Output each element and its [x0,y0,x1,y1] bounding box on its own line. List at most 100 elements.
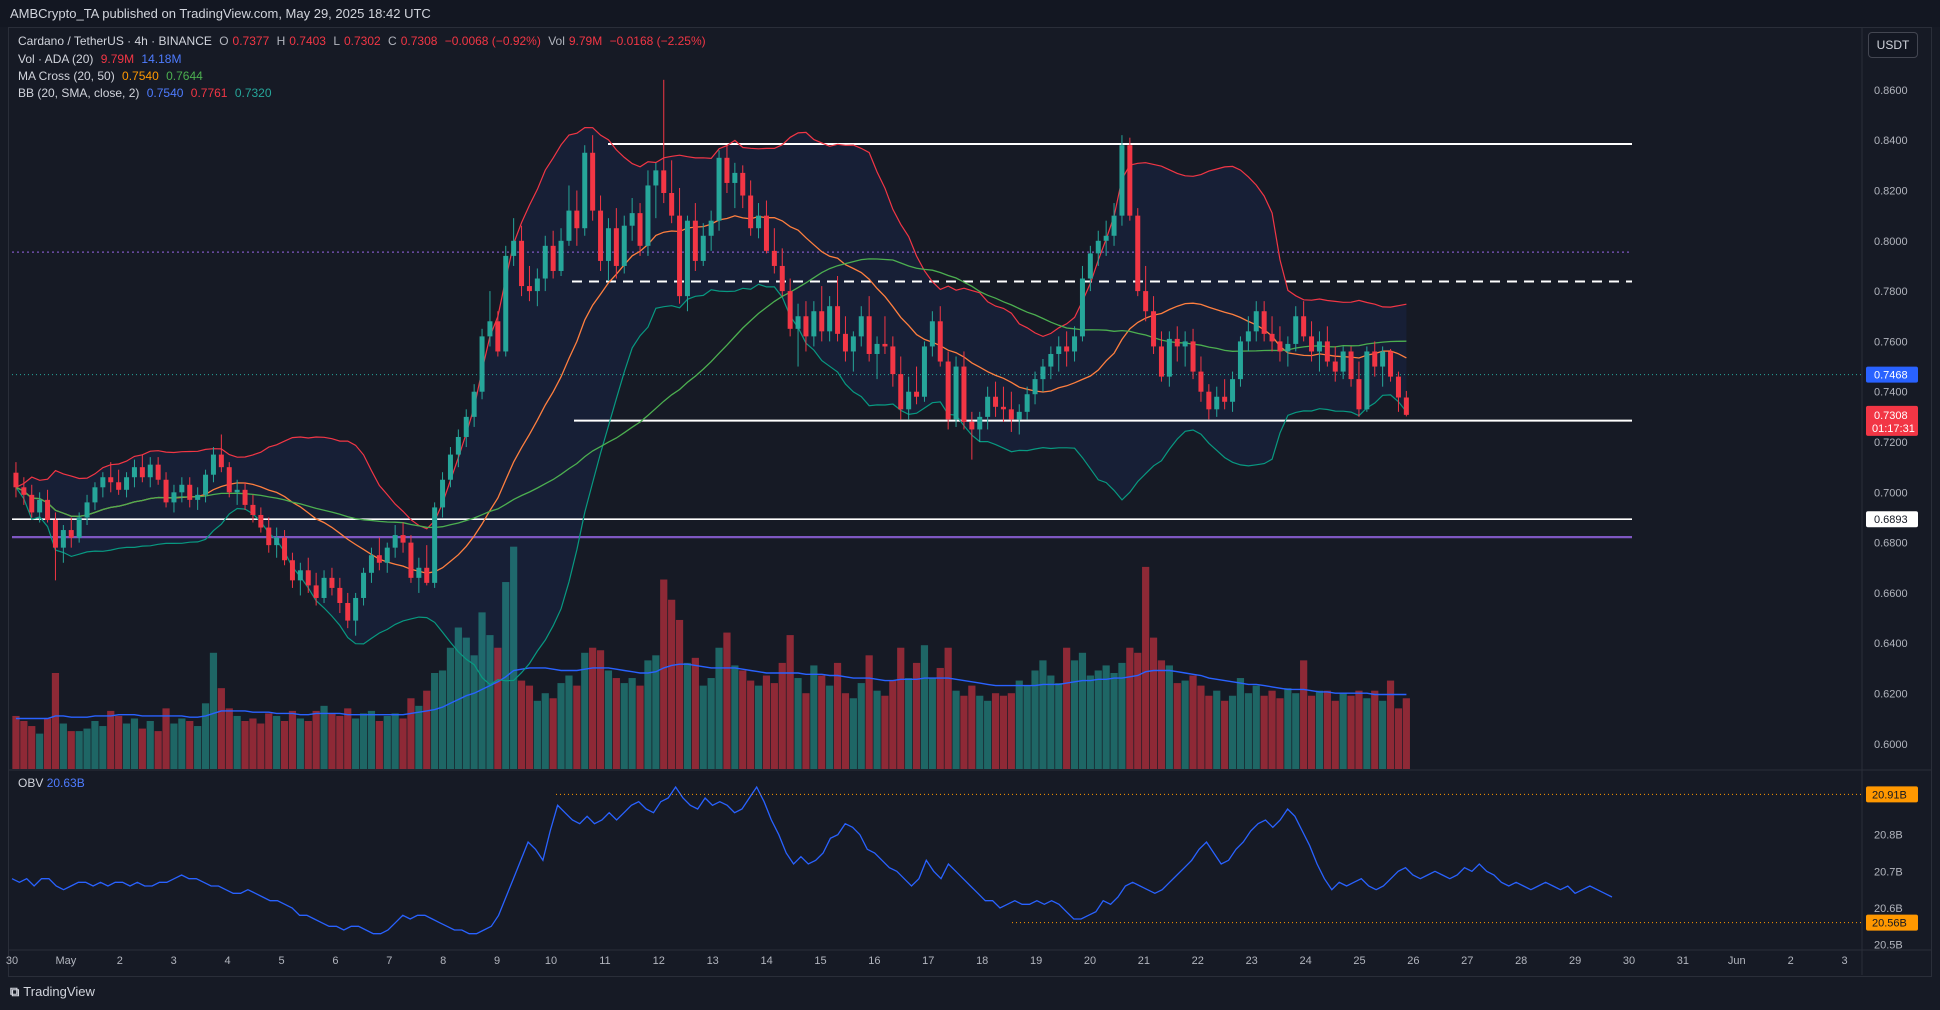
volume-bar [628,678,636,769]
candle-body [637,213,643,246]
price-tick-label: 0.8400 [1874,135,1908,147]
ohlc-o: 0.7377 [232,34,270,48]
volume-bar [691,657,699,769]
time-tick-label: 25 [1353,955,1365,967]
volume-bar [1055,683,1063,769]
legend-ma-row[interactable]: MA Cross (20, 50) 0.7540 0.7644 [18,69,207,83]
candle-body [969,421,975,430]
volume-bar [1142,566,1150,769]
candle-body [763,215,769,251]
volume-bar [1118,662,1126,769]
legend-obv-row[interactable]: OBV 20.63B [18,776,85,790]
candle-body [1079,278,1085,337]
candle-body [977,416,983,430]
candle-body [842,333,848,352]
volume-bar [28,726,36,769]
candle-body [748,195,754,229]
candle-body [203,474,209,495]
volume-bar [1197,685,1205,769]
volume-bar [399,718,407,769]
candle-body [274,537,280,546]
time-tick-label: 13 [707,955,719,967]
candle-body [1008,409,1014,420]
volume-bar [1228,695,1237,769]
candle-body [613,228,619,266]
volume-bar [1173,683,1181,769]
candle-body [242,489,248,505]
candle-body [76,517,82,538]
volume-bar [1371,690,1379,769]
volume-bar [225,708,233,769]
volume-bar [715,647,723,769]
volume-bar [383,715,391,769]
candle-body [392,535,398,548]
candle-body [945,361,951,420]
price-tick-label: 0.7000 [1874,487,1908,499]
candle-body [653,170,659,186]
volume-ma-line [15,663,1407,720]
legend-symbol-row: Cardano / TetherUS · 4h · BINANCE O 0.737… [18,34,710,48]
volume-bar [1260,695,1268,769]
volume-bar [1031,670,1039,769]
footer-brand: ⧉ TradingView [10,984,95,1000]
volume-bar [352,718,360,769]
volume-bar [1307,695,1316,769]
candle-body [1190,341,1196,372]
volume-bar [557,683,565,769]
volume-bar [280,721,289,769]
candle-body [1206,391,1212,410]
candle-body [471,391,477,417]
volume-bar [912,662,921,769]
ma-v2: 0.7644 [166,69,203,83]
obv-high-tag: 20.91B [1872,789,1907,801]
volume-bar [1323,690,1331,769]
candle-body [787,291,793,329]
currency-button[interactable]: USDT [1868,32,1918,58]
time-tick-label: 24 [1299,955,1311,967]
volume-bar [976,695,984,769]
time-tick-label: 14 [760,955,772,967]
time-tick-label: 9 [494,955,500,967]
volume-bar [1078,652,1087,769]
candle-body [116,482,122,490]
volume-bar [170,723,178,769]
volume-bar [446,647,455,769]
candle-body [1000,406,1006,410]
time-tick-label: 22 [1192,955,1204,967]
volume-bar [1007,693,1015,769]
ohlc-vol-label: Vol [548,34,565,48]
candle-body [771,250,777,266]
candle-body [100,477,106,488]
tradingview-logo-icon: ⧉ [10,984,20,999]
volume-bar [1189,675,1197,769]
price-tick-label: 0.7400 [1874,387,1908,399]
candle-body [234,489,240,493]
candle-body [621,225,627,266]
volume-bar [699,685,707,769]
legend-bb-row[interactable]: BB (20, SMA, close, 2) 0.7540 0.7761 0.7… [18,86,276,100]
volume-bar [1292,693,1300,769]
obv-value: 20.63B [46,776,85,790]
ohlc-change: −0.0068 (−0.92%) [444,34,541,48]
volume-bar [1134,652,1142,769]
volume-bar [407,698,415,769]
candle-body [68,530,74,538]
legend-volume-row[interactable]: Vol · ADA (20) 9.79M 14.18M [18,52,185,66]
candle-body [305,570,311,586]
volume-bar [1023,685,1031,769]
candle-body [1340,351,1346,372]
ohlc-l-label: L [333,34,340,48]
volume-bars [12,546,1410,769]
volume-bar [1086,675,1094,769]
volume-label: Vol · ADA (20) [18,52,94,66]
volume-bar [620,683,628,769]
volume-bar [596,650,605,769]
candle-body [1095,240,1101,254]
candle-body [226,467,232,493]
volume-bar [1181,680,1189,769]
volume-bar [841,693,850,769]
symbol-label[interactable]: Cardano / TetherUS · 4h · BINANCE [18,34,212,48]
ma-v1: 0.7540 [122,69,159,83]
volume-bar [162,708,170,769]
